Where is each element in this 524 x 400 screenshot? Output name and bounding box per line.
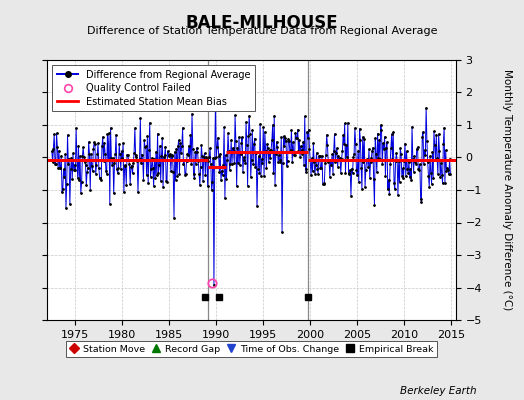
Legend: Difference from Regional Average, Quality Control Failed, Estimated Station Mean: Difference from Regional Average, Qualit… [52,65,255,111]
Text: Difference of Station Temperature Data from Regional Average: Difference of Station Temperature Data f… [87,26,437,36]
Legend: Station Move, Record Gap, Time of Obs. Change, Empirical Break: Station Move, Record Gap, Time of Obs. C… [66,341,437,357]
Text: Berkeley Earth: Berkeley Earth [400,386,477,396]
Text: BALE-MILHOUSE: BALE-MILHOUSE [185,14,339,32]
Y-axis label: Monthly Temperature Anomaly Difference (°C): Monthly Temperature Anomaly Difference (… [501,69,511,311]
